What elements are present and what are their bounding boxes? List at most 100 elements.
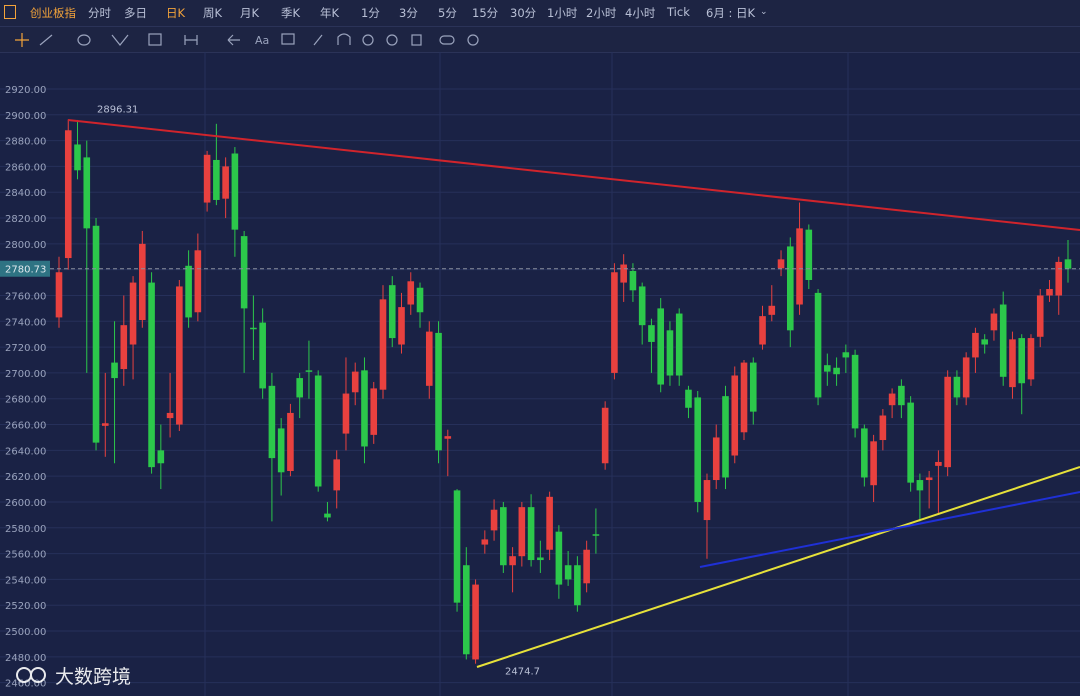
period-tab[interactable]: 4小时 [625,6,656,20]
tool-icons: Aa [15,33,479,47]
y-tick-label: 2740.00 [5,317,46,328]
lock-tool[interactable] [362,34,374,46]
candle-body [824,365,831,372]
drawing-toolbar: Aa [0,27,1080,53]
candle-body [805,229,813,280]
candle-body [83,157,91,229]
delete-tool[interactable] [411,34,422,46]
period-tab[interactable]: 5分 [438,6,457,20]
period-tab[interactable]: 季K [281,6,301,20]
note-tool[interactable] [281,33,295,45]
candle-body [1064,259,1072,269]
candle-body [481,539,489,545]
period-tab[interactable]: 1分 [361,6,380,20]
candle-body [250,327,257,330]
candle-body [620,264,627,283]
period-tab[interactable]: 分时 [88,6,111,20]
candle-body [305,370,313,372]
candle-body [601,407,609,464]
candle-body [546,496,553,550]
candle-body [944,376,951,468]
candle-body [749,362,757,412]
measure-tool[interactable] [184,35,198,45]
link-tool[interactable] [439,35,455,45]
low-label: 2474.7 [505,667,540,678]
candle-body [731,375,739,456]
candle-body [268,385,276,459]
pattern-tool[interactable] [111,34,129,46]
shape-tool[interactable] [77,34,91,46]
candle-body [888,393,896,406]
line-tool[interactable] [39,34,53,46]
period-tab[interactable]: 周K [203,6,223,20]
arrow-tool[interactable] [227,34,240,46]
candle-body [861,428,868,478]
candle-body [324,513,331,518]
y-tick-label: 2620.00 [5,472,46,483]
annotations: 2780.73 2896.31 2474.7 [0,105,1080,678]
candle-body [500,507,507,566]
symbol-name[interactable]: 创业板指 [30,6,76,20]
candle-body [694,397,702,502]
candle-body [999,304,1007,377]
high-label: 2896.31 [97,105,138,116]
candle-body [592,534,600,536]
candle-body [1055,261,1063,296]
candle-body [453,490,461,603]
move-tool[interactable] [15,33,29,47]
period-tab[interactable]: 30分 [510,6,537,20]
y-tick-label: 2580.00 [5,524,46,535]
period-tab[interactable]: 年K [320,6,340,20]
candle-body [666,330,674,376]
candle-body [629,270,637,291]
range-select[interactable]: 6月 : 日K [706,6,756,20]
period-tab[interactable]: 2小时 [586,6,617,20]
hide-tool[interactable] [386,34,398,46]
logo [30,667,46,683]
y-tick-label: 2920.00 [5,85,46,96]
candle-body [879,415,887,441]
period-tab[interactable]: 月K [240,6,260,20]
settings-tool[interactable] [467,34,479,46]
candle-body [675,313,683,376]
period-tab[interactable]: 日K [166,6,186,20]
candle-body [786,246,794,331]
period-tab[interactable]: 3分 [399,6,418,20]
chart: 2460.00 2480.00 2500.00 2520.00 2540.00 2560.… [0,52,1080,696]
magnet-tool[interactable] [337,33,351,45]
period-tab[interactable]: 1小时 [547,6,578,20]
candle-body [527,507,535,561]
fib-tool[interactable] [148,33,162,46]
candle-body [157,450,165,464]
candle-body [972,332,979,358]
candle-body [990,313,998,331]
candle-body [537,557,544,561]
candle-body [1046,289,1053,296]
candle-body [277,428,285,473]
resistance-line [67,119,1080,231]
candle-body [444,436,452,439]
period-tab[interactable]: 多日 [124,6,147,20]
watermark: 大数跨境 [16,666,131,688]
candle-body [518,507,526,557]
dropdown-caret[interactable]: ⌄ [760,7,768,17]
candle-body [166,412,174,419]
candle-body [490,509,498,531]
candle-body [814,292,822,398]
period-tab[interactable]: Tick [667,5,690,19]
candle-body [463,565,470,655]
candle-body [925,477,933,481]
y-tick-label: 2640.00 [5,446,46,457]
candle-body [703,480,711,521]
y-tick-label: 2700.00 [5,369,46,380]
period-tab[interactable]: 15分 [472,6,499,20]
candle-body [907,402,914,483]
candle-body [139,243,146,321]
candle-body [1018,338,1026,384]
candle-body [898,385,905,406]
pen-tool[interactable] [313,34,323,46]
candle-body [92,225,100,443]
grid: 2460.00 2480.00 2500.00 2520.00 2540.00 2560.… [0,52,1080,696]
candle-body [509,556,516,566]
text-tool[interactable]: Aa [255,34,269,47]
